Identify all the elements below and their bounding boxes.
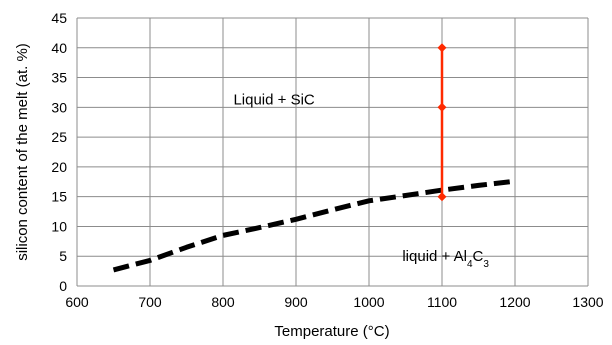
y-tick-label: 15: [51, 189, 67, 205]
y-tick-label: 35: [51, 70, 67, 86]
y-tick-label: 0: [59, 278, 67, 294]
red-diamond-marker: [437, 43, 447, 53]
x-tick-label: 1300: [572, 294, 603, 310]
x-tick-label: 900: [284, 294, 308, 310]
y-tick-labels: 0 5 10 15 20 25 30 35 40 45: [51, 10, 67, 294]
x-tick-labels: 600 700 800 900 1000 1100 1200 1300: [65, 294, 603, 310]
y-tick-label: 45: [51, 10, 67, 26]
boundary-dashed-line: [112, 178, 516, 273]
x-tick-label: 800: [211, 294, 235, 310]
x-axis-title: Temperature (°C): [274, 323, 389, 340]
x-tick-label: 700: [138, 294, 162, 310]
x-tick-label: 1200: [499, 294, 530, 310]
grid: [76, 17, 589, 287]
x-tick-label: 600: [65, 294, 89, 310]
y-tick-label: 40: [51, 40, 67, 56]
red-diamond-marker: [437, 192, 447, 202]
y-tick-label: 25: [51, 129, 67, 145]
region-label-liquid-sic: Liquid + SiC: [233, 91, 314, 108]
region-label-liquid-al4c3: liquid + Al4C3: [402, 248, 489, 270]
red-diamond-marker: [437, 102, 447, 112]
y-tick-label: 10: [51, 218, 67, 234]
annotations: Liquid + SiC liquid + Al4C3: [233, 91, 489, 269]
x-tick-label: 1100: [427, 294, 457, 310]
y-axis-title: silicon content of the melt (at. %): [14, 43, 31, 261]
y-tick-label: 30: [51, 99, 67, 115]
x-tick-label: 1000: [353, 294, 384, 310]
plot-background: [77, 18, 588, 286]
y-tick-label: 5: [59, 248, 67, 264]
y-tick-label: 20: [51, 159, 67, 175]
series: [112, 43, 516, 273]
